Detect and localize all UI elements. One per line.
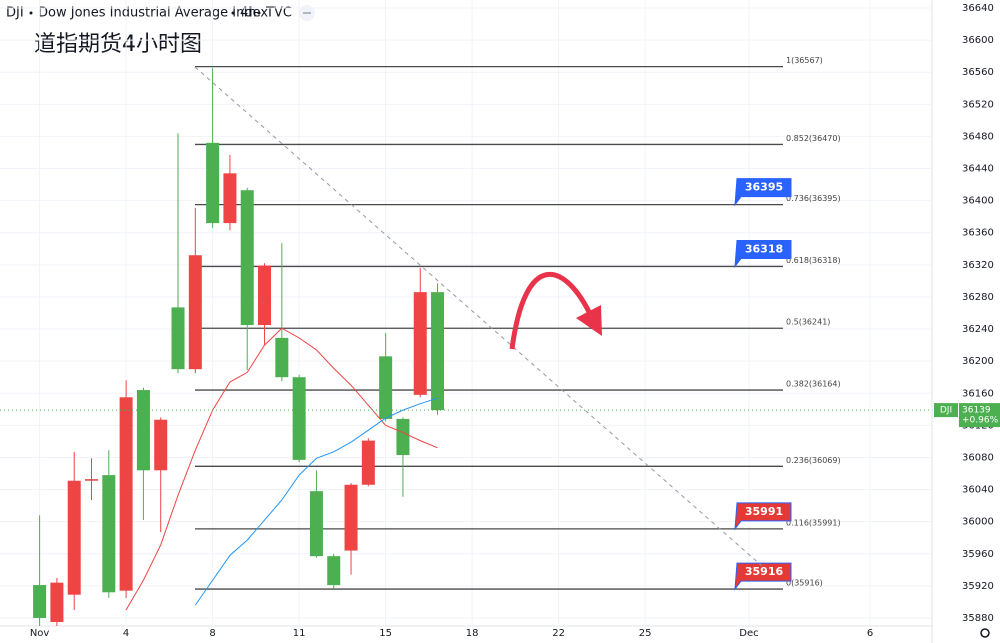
candle-body bbox=[379, 356, 393, 419]
trend-line bbox=[194, 66, 763, 567]
candle-body bbox=[223, 173, 237, 224]
y-tick-label: 36000 bbox=[962, 517, 994, 528]
y-tick-label: 36080 bbox=[962, 452, 994, 463]
candle-body bbox=[413, 292, 427, 395]
candle-body bbox=[309, 491, 323, 557]
price-tag-box bbox=[734, 562, 792, 591]
settings-icon[interactable] bbox=[980, 628, 990, 638]
separator bbox=[231, 11, 235, 15]
y-tick-label: 35920 bbox=[962, 581, 994, 592]
candle-body bbox=[102, 475, 116, 593]
x-tick-label: 15 bbox=[379, 628, 392, 639]
x-tick-label: 22 bbox=[552, 628, 565, 639]
y-tick-label: 35880 bbox=[962, 613, 994, 624]
fib-label: 0(35916) bbox=[786, 579, 823, 588]
y-tick-label: 36480 bbox=[962, 131, 994, 142]
x-tick-label: 8 bbox=[209, 628, 215, 639]
fib-label: 0.736(36395) bbox=[786, 194, 841, 203]
fib-label: 0.5(36241) bbox=[786, 318, 830, 327]
last-price-box bbox=[959, 403, 1000, 428]
last-price-change: +0.96% bbox=[962, 416, 999, 426]
candle-body bbox=[344, 484, 358, 551]
y-tick-label: 35960 bbox=[962, 549, 994, 560]
candle-body bbox=[154, 419, 168, 471]
interval: 4h bbox=[240, 6, 257, 21]
candle-body bbox=[206, 142, 220, 224]
fib-label: 0.382(36164) bbox=[786, 380, 841, 389]
candle-body bbox=[431, 292, 445, 411]
y-tick-label: 36160 bbox=[962, 388, 994, 399]
x-tick-label: 25 bbox=[639, 628, 652, 639]
x-tick-label: 18 bbox=[466, 628, 479, 639]
y-tick-label: 36560 bbox=[962, 67, 994, 78]
x-tick-label: Dec bbox=[739, 628, 758, 639]
y-tick-label: 36040 bbox=[962, 485, 994, 496]
y-tick-label: 36200 bbox=[962, 356, 994, 367]
x-tick-label: 11 bbox=[293, 628, 306, 639]
fib-label: 0.618(36318) bbox=[786, 256, 841, 265]
price-tag-box bbox=[734, 178, 792, 207]
x-tick-label: Nov bbox=[30, 628, 50, 639]
candle-body bbox=[292, 377, 306, 460]
y-tick-label: 36440 bbox=[962, 164, 994, 175]
candle-body bbox=[361, 440, 375, 485]
candle-body bbox=[275, 337, 289, 378]
price-tag-label: 35991 bbox=[745, 505, 783, 518]
y-tick-label: 36240 bbox=[962, 324, 994, 335]
moving-average bbox=[125, 327, 438, 611]
separator bbox=[29, 11, 33, 15]
moving-average bbox=[194, 397, 438, 606]
candle-body bbox=[67, 480, 81, 595]
price-tag-box bbox=[734, 239, 792, 269]
fib-label: 1(36567) bbox=[786, 56, 823, 65]
x-tick-label: 4 bbox=[123, 628, 129, 639]
last-price: 36139 bbox=[962, 406, 991, 416]
y-tick-label: 36520 bbox=[962, 99, 994, 110]
candle-body bbox=[240, 190, 254, 326]
candle-body bbox=[85, 479, 99, 481]
instrument-name: Dow Jones Industrial Average Index bbox=[38, 6, 268, 21]
candle-body bbox=[50, 582, 64, 622]
forecast-arrow bbox=[509, 271, 595, 350]
price-tag-label: 36318 bbox=[745, 242, 783, 255]
arrow-head bbox=[576, 305, 602, 336]
candle-body bbox=[258, 265, 272, 326]
fib-label: 0.116(35991) bbox=[786, 518, 841, 527]
candle-body bbox=[136, 390, 150, 471]
last-price-symbol: DJI bbox=[940, 406, 952, 416]
candle-body bbox=[171, 307, 185, 370]
price-tag-box bbox=[734, 502, 792, 531]
candle-body bbox=[33, 585, 47, 618]
header: DJI Dow Jones Industrial Average Index 4… bbox=[6, 5, 315, 21]
candle-body bbox=[119, 397, 133, 591]
y-tick-label: 36320 bbox=[962, 260, 994, 271]
symbol: DJI bbox=[6, 6, 24, 21]
y-tick-label: 36640 bbox=[962, 3, 994, 14]
x-tick-label: 6 bbox=[867, 628, 873, 639]
separator bbox=[257, 11, 261, 15]
y-tick-label: 36280 bbox=[962, 292, 994, 303]
candle-body bbox=[396, 418, 410, 456]
y-tick-label: 36400 bbox=[962, 196, 994, 207]
chart-title: 道指期货4小时图 bbox=[34, 32, 202, 57]
y-tick-label: 36600 bbox=[962, 35, 994, 46]
source: TVC bbox=[265, 6, 292, 21]
y-tick-label: 36360 bbox=[962, 228, 994, 239]
price-tag-label: 36395 bbox=[745, 181, 783, 194]
fib-label: 0.852(36470) bbox=[786, 134, 841, 143]
fib-label: 0.236(36069) bbox=[786, 456, 841, 465]
last-price-symbol-box bbox=[934, 403, 958, 418]
settings-gear bbox=[980, 628, 990, 638]
price-tag-label: 35916 bbox=[745, 565, 784, 578]
candle-body bbox=[188, 255, 202, 370]
candle-body bbox=[327, 556, 341, 586]
